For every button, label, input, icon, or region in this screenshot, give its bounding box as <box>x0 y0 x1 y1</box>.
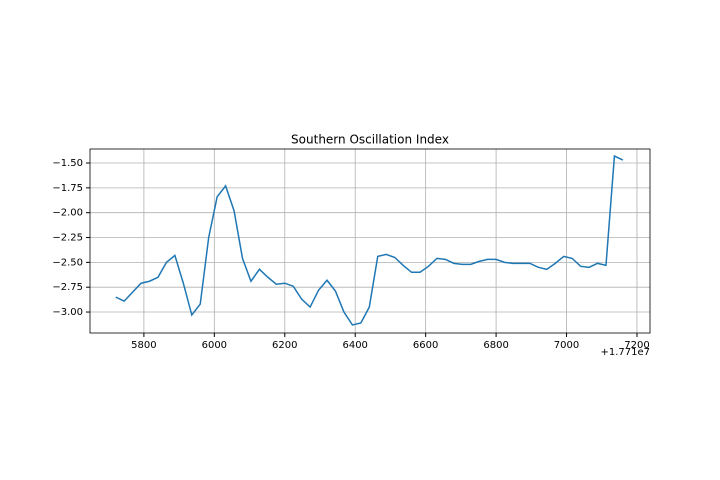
x-tick-label: 5800 <box>131 340 156 351</box>
data-line <box>115 154 624 326</box>
x-tick-label: 6800 <box>483 340 508 351</box>
x-tick-label: 6600 <box>413 340 438 351</box>
y-tick-label: −1.50 <box>52 158 83 169</box>
x-tick-label: 6200 <box>272 340 297 351</box>
y-tick-label: −2.50 <box>52 257 83 268</box>
y-tick-label: −2.25 <box>52 233 83 244</box>
chart-title: Southern Oscillation Index <box>291 133 449 147</box>
y-tick-label: −3.00 <box>52 307 83 318</box>
x-tick-label: 6400 <box>342 340 367 351</box>
plot-frame <box>89 148 651 334</box>
x-tick-label: 6000 <box>202 340 227 351</box>
x-offset-label: +1.771e7 <box>600 347 650 358</box>
y-tick-label: −2.75 <box>52 282 83 293</box>
y-tick-label: −1.75 <box>52 183 83 194</box>
x-tick-label: 7200 <box>624 340 649 351</box>
y-tick-label: −2.00 <box>52 208 83 219</box>
x-tick-label: 7000 <box>554 340 579 351</box>
